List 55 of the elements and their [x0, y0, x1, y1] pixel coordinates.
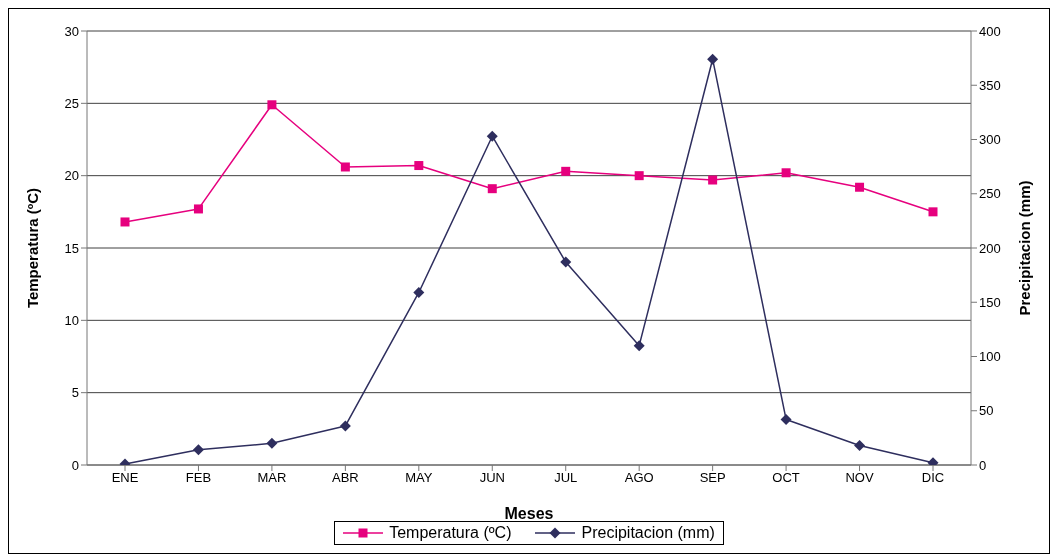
y-tick-label: 0 [71, 457, 79, 473]
y-tick-label: 25 [64, 95, 79, 111]
y2-tick-label: 50 [979, 403, 994, 419]
point [267, 100, 277, 110]
legend-label: Temperatura (ºC) [388, 524, 512, 542]
point [855, 182, 865, 192]
x-tick-label: OCT [772, 470, 800, 486]
y-axis-title: Temperatura (ºC) [24, 187, 42, 309]
y2-tick-label: 200 [979, 240, 1001, 256]
point [633, 340, 645, 352]
point [339, 420, 351, 432]
y-tick-label: 10 [64, 312, 79, 328]
point [414, 161, 424, 171]
point [634, 171, 644, 181]
legend-label: Precipitacion (mm) [580, 524, 715, 542]
y2-tick-label: 150 [979, 294, 1001, 310]
point [266, 437, 278, 449]
point [707, 53, 719, 65]
y2-tick-label: 300 [979, 132, 1001, 148]
x-tick-label: JUL [554, 470, 578, 486]
point [928, 207, 938, 217]
point [486, 130, 498, 142]
x-tick-label: FEB [185, 470, 212, 486]
point [560, 256, 572, 268]
point [854, 439, 866, 451]
y-tick-label: 30 [64, 23, 79, 39]
y-tick-label: 5 [71, 385, 79, 401]
point [192, 444, 204, 456]
point [781, 168, 791, 178]
x-tick-label: ENE [111, 470, 139, 486]
point [340, 162, 350, 172]
point [120, 217, 130, 227]
x-tick-label: NOV [845, 470, 874, 486]
y2-tick-label: 250 [979, 186, 1001, 202]
x-tick-label: MAR [257, 470, 287, 486]
point [708, 175, 718, 185]
x-tick-label: MAY [405, 470, 433, 486]
x-tick-label: AGO [624, 470, 654, 486]
point [193, 204, 203, 214]
point [413, 286, 425, 298]
y-tick-label: 20 [64, 168, 79, 184]
x-axis-title: Meses [504, 505, 554, 522]
point [487, 184, 497, 194]
y2-tick-label: 400 [979, 23, 1001, 39]
point [561, 166, 571, 176]
x-tick-label: SEP [699, 470, 726, 486]
y2-tick-label: 0 [979, 457, 987, 473]
point [780, 413, 792, 425]
y2-tick-label: 350 [979, 77, 1001, 93]
y2-tick-label: 100 [979, 349, 1001, 365]
y2-axis-title: Precipitacion (mm) [1016, 180, 1034, 316]
x-tick-label: DIC [921, 470, 945, 486]
x-tick-label: JUN [479, 470, 505, 486]
y-tick-label: 15 [64, 240, 79, 256]
x-tick-label: ABR [332, 470, 359, 486]
